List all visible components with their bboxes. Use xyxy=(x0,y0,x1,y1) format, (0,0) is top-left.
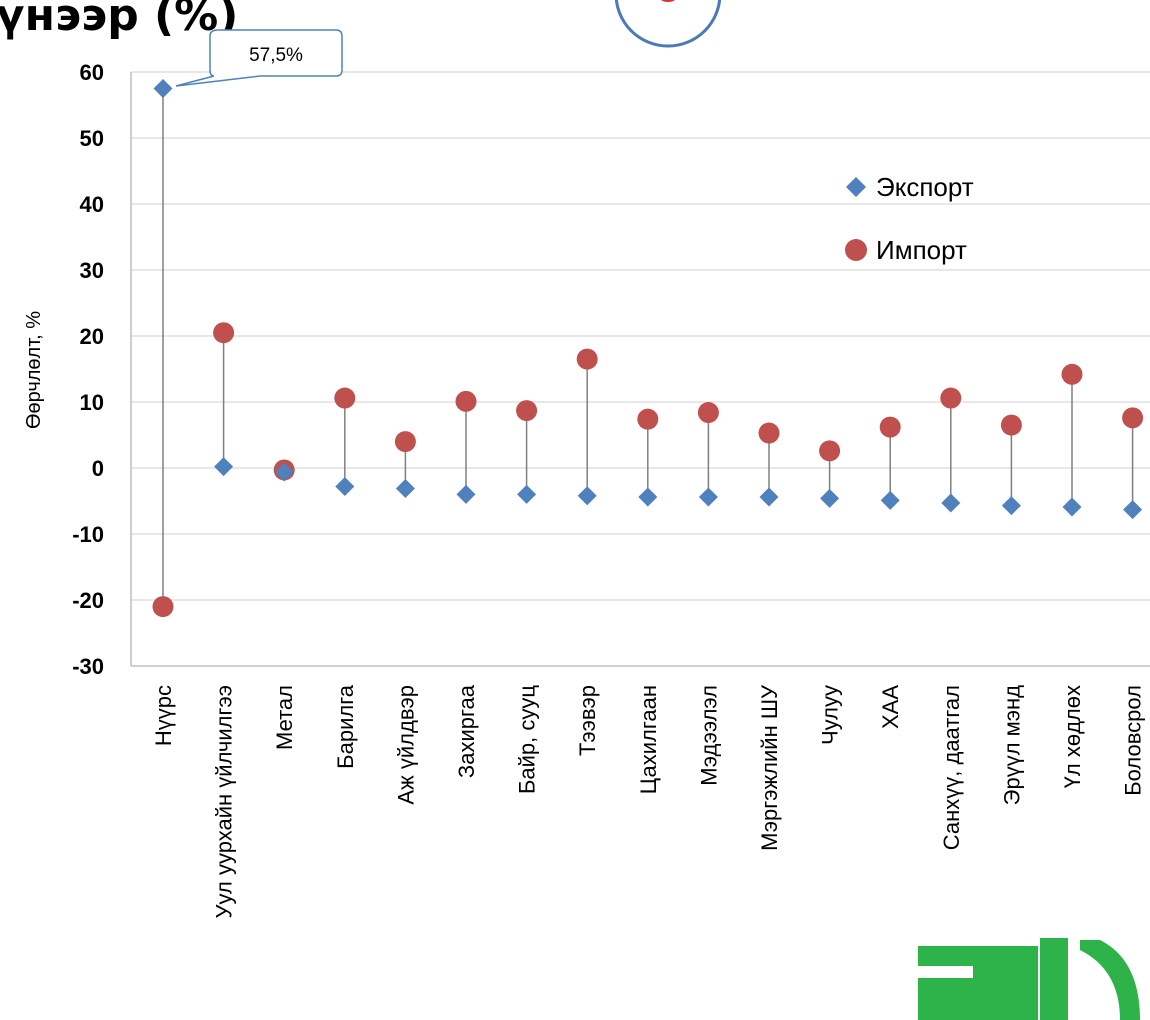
value-callout: 57,5% xyxy=(175,29,343,87)
y-tick-label: 60 xyxy=(80,60,104,85)
export-point xyxy=(1062,497,1082,517)
x-tick-label: Тээвэр xyxy=(575,685,600,756)
markers xyxy=(152,79,1144,618)
x-tick-label: ХАА xyxy=(878,685,903,729)
export-point xyxy=(880,490,900,510)
x-tick-label: Цахилгаан xyxy=(636,685,661,794)
x-tick-label: Уул уурхайн үйлчилгээ xyxy=(212,685,237,918)
export-point xyxy=(335,476,355,496)
x-tick-label: Барилга xyxy=(333,684,358,769)
import-point xyxy=(152,596,174,618)
export-point xyxy=(517,484,537,504)
legend: Экспорт Импорт xyxy=(845,172,974,265)
stems xyxy=(162,88,1134,607)
import-point xyxy=(213,322,235,344)
x-tick-label: Мэдээлэл xyxy=(696,685,721,786)
logo-icon xyxy=(915,935,1150,1020)
badge-icon xyxy=(614,0,722,48)
import-point xyxy=(516,400,538,422)
x-tick-label: Захиргаа xyxy=(454,684,479,778)
y-tick-label: 50 xyxy=(80,126,104,151)
x-tick-label: Чулуу xyxy=(818,685,843,745)
import-point xyxy=(1061,363,1083,385)
x-tick-label: Үл хөдлөх xyxy=(1060,685,1085,788)
y-tick-label: 30 xyxy=(80,258,104,283)
y-tick-label: -30 xyxy=(72,654,104,679)
x-tick-label: Эрүүл мэнд xyxy=(999,685,1024,805)
export-point xyxy=(274,462,294,482)
export-point xyxy=(456,484,476,504)
gridlines xyxy=(131,71,1150,601)
import-point xyxy=(576,348,598,370)
import-point xyxy=(637,408,659,430)
export-point xyxy=(1123,500,1143,520)
import-point xyxy=(1000,414,1022,436)
y-tick-label: -10 xyxy=(72,522,104,547)
x-tick-label: Мэргэжлийн ШУ xyxy=(757,684,782,851)
y-tick-label: 0 xyxy=(92,456,104,481)
export-point xyxy=(1001,496,1021,516)
x-tick-label: Аж үйлдвэр xyxy=(393,685,418,805)
import-point xyxy=(940,387,962,409)
legend-label-export: Экспорт xyxy=(876,172,974,202)
x-tick-label: Нүүрс xyxy=(151,685,176,746)
export-point xyxy=(820,488,840,508)
y-tick-label: 10 xyxy=(80,390,104,415)
plot-area: -30 -20 -10 0 10 20 30 40 50 60 Нүүрс Уул уурхайн … xyxy=(72,60,1150,918)
legend-marker-export xyxy=(846,177,866,197)
export-point xyxy=(941,493,961,513)
import-point xyxy=(697,402,719,424)
callout-label: 57,5% xyxy=(249,45,303,66)
import-point xyxy=(1122,407,1144,429)
export-point xyxy=(577,486,597,506)
x-tick-label: Метал xyxy=(272,685,297,750)
import-point xyxy=(334,387,356,409)
x-tick-label: Санхүү, даатгал xyxy=(939,685,964,850)
legend-marker-import xyxy=(845,239,867,261)
x-tick-label: Боловсрол xyxy=(1121,685,1146,796)
export-point xyxy=(759,487,779,507)
y-tick-label: 40 xyxy=(80,192,104,217)
import-point xyxy=(455,390,477,412)
y-axis-label: Өөрчлөлт, % xyxy=(23,311,45,429)
y-ticks: -30 -20 -10 0 10 20 30 40 50 60 xyxy=(72,60,104,679)
x-ticks: Нүүрс Уул уурхайн үйлчилгээ Метал Барилга Аж… xyxy=(151,684,1146,918)
import-point xyxy=(394,431,416,453)
import-point xyxy=(819,440,841,462)
legend-label-import: Импорт xyxy=(876,235,967,265)
export-point xyxy=(698,487,718,507)
page-title: үнээр (%) xyxy=(0,0,238,41)
x-tick-label: Байр, сууц xyxy=(515,685,540,794)
callout-bubble xyxy=(175,29,343,87)
export-point xyxy=(153,79,173,98)
export-point xyxy=(395,478,415,498)
export-point xyxy=(638,487,658,507)
import-point xyxy=(758,422,780,444)
export-point xyxy=(214,457,234,477)
import-point xyxy=(879,416,901,438)
y-tick-label: 20 xyxy=(80,324,104,349)
y-tick-label: -20 xyxy=(72,588,104,613)
